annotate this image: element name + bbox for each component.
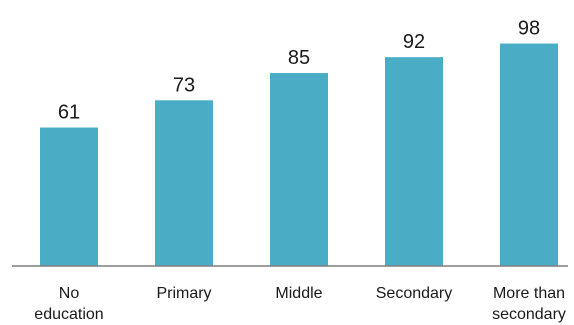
value-labels-group: 61 73 85 92 98 (58, 18, 540, 124)
bar-value-label: 98 (518, 18, 540, 40)
bar-value-label: 92 (403, 31, 425, 53)
bar (385, 57, 443, 266)
x-tick-label: More than (493, 285, 565, 302)
x-tick-label: secondary (492, 306, 566, 323)
x-tick-label: education (34, 306, 103, 323)
x-tick-label: Secondary (376, 285, 453, 302)
bar (500, 43, 558, 266)
bar (270, 73, 328, 266)
x-tick-label: Primary (156, 285, 211, 302)
x-tick-label: No (59, 285, 80, 302)
x-tick-labels-group: No education Primary Middle Secondary More th… (34, 285, 566, 323)
bar-value-label: 85 (288, 47, 310, 69)
bar (155, 100, 213, 266)
bar-value-label: 73 (173, 74, 195, 96)
x-tick-label: Middle (275, 285, 322, 302)
bars-group (40, 43, 558, 266)
bar (40, 127, 98, 266)
bar-value-label: 61 (58, 102, 80, 124)
